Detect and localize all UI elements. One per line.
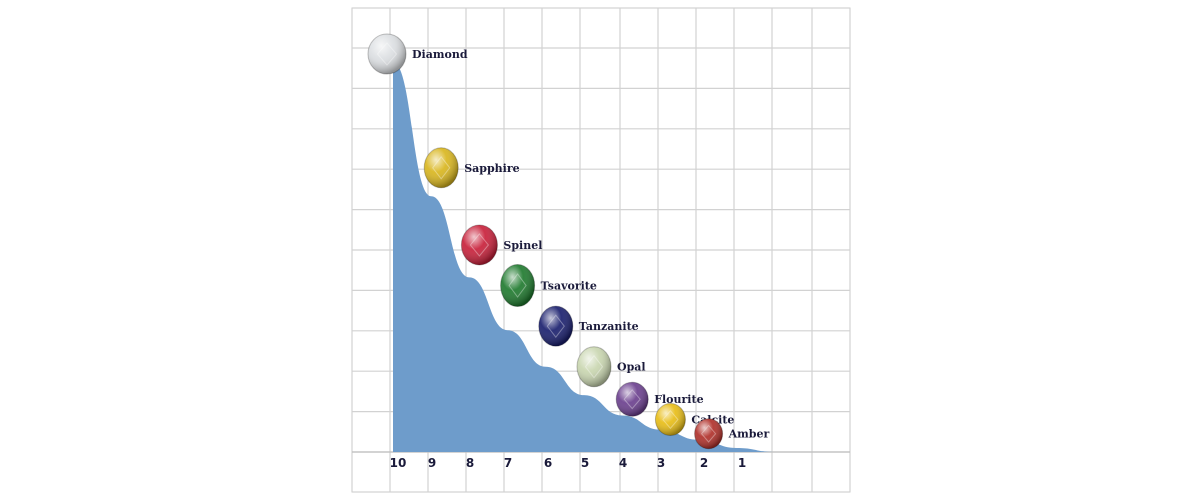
x-tick-label: 10 [390, 456, 407, 470]
gem-label: Diamond [412, 48, 468, 61]
gem-facet [432, 155, 451, 180]
gem-facet [662, 409, 679, 430]
gem-facet [700, 424, 717, 443]
x-tick-label: 2 [700, 456, 708, 470]
gem-highlight [616, 382, 649, 417]
gem-facet [623, 389, 641, 410]
gem-opal: Opal [576, 346, 646, 388]
gem-sapphire: Sapphire [423, 147, 520, 189]
gem-highlight [577, 346, 611, 387]
x-tick-label: 1 [738, 456, 746, 470]
gem-label: Amber [728, 428, 770, 441]
x-tick-label: 9 [428, 456, 436, 470]
gem-spinel: Spinel [460, 224, 542, 266]
hardness-area [393, 62, 775, 453]
gem-label: Flourite [654, 393, 703, 406]
gem-highlight [655, 403, 686, 436]
gem-highlight [500, 264, 535, 307]
gem-highlight [368, 34, 406, 74]
gem-label: Opal [617, 361, 646, 374]
x-axis-ticks: 10 9 8 7 6 5 4 3 2 1 [390, 456, 747, 470]
gem-markers: Diamond Sapphire Spinel Tsavorite Tanzanite O… [367, 33, 770, 450]
gem-label: Tanzanite [579, 320, 639, 333]
gem-tsavorite: Tsavorite [500, 264, 597, 308]
x-tick-label: 4 [619, 456, 627, 470]
gem-facet [584, 354, 604, 379]
gem-diamond: Diamond [367, 33, 468, 75]
gem-facet [376, 42, 398, 66]
gem-tanzanite: Tanzanite [538, 305, 639, 347]
gem-highlight [461, 224, 498, 265]
x-tick-label: 5 [581, 456, 589, 470]
gem-label: Sapphire [464, 162, 519, 175]
gem-facet [508, 273, 527, 298]
gem-label: Spinel [503, 239, 542, 252]
gem-facet [546, 314, 565, 338]
x-tick-label: 7 [504, 456, 512, 470]
gem-flourite: Flourite [615, 381, 704, 417]
gem-facet [469, 233, 490, 257]
gem-label: Tsavorite [541, 280, 597, 293]
x-tick-label: 8 [466, 456, 474, 470]
gem-highlight [694, 418, 723, 449]
x-tick-label: 6 [544, 456, 552, 470]
gem-highlight [424, 147, 459, 188]
gem-amber: Amber [694, 418, 770, 450]
x-tick-label: 3 [657, 456, 665, 470]
gem-highlight [538, 306, 573, 347]
